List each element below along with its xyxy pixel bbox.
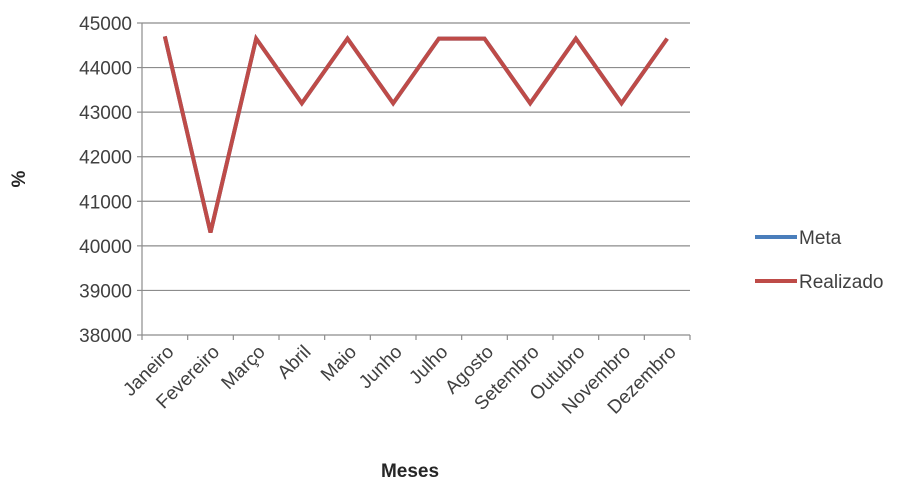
x-tick-label-junho: Junho bbox=[355, 342, 406, 393]
series-lines bbox=[162, 33, 669, 233]
legend-item-meta: Meta bbox=[755, 228, 842, 249]
x-tick-label-abril: Abril bbox=[274, 342, 316, 384]
y-tick-label: 43000 bbox=[79, 103, 132, 124]
axes bbox=[137, 22, 691, 340]
y-tick-label: 42000 bbox=[79, 148, 132, 169]
y-tick-label: 41000 bbox=[79, 192, 132, 213]
x-axis-title: Meses bbox=[381, 461, 439, 482]
y-tick-label: 38000 bbox=[79, 326, 132, 347]
legend-label-realizado: Realizado bbox=[799, 272, 884, 293]
y-tick-label: 44000 bbox=[79, 59, 132, 80]
legend-label-meta: Meta bbox=[799, 228, 842, 249]
y-tick-label: 45000 bbox=[79, 14, 132, 35]
series-line-meta bbox=[162, 33, 669, 233]
legend-item-realizado: Realizado bbox=[755, 272, 884, 293]
y-tick-label: 40000 bbox=[79, 237, 132, 258]
grid-lines bbox=[142, 22, 690, 292]
y-tick-labels: 38000 39000 40000 41000 42000 43000 44000 45000 bbox=[79, 14, 132, 347]
x-tick-label-maio: Maio bbox=[317, 342, 361, 386]
y-tick-label: 39000 bbox=[79, 281, 132, 302]
legend: Meta Realizado bbox=[755, 228, 884, 293]
y-axis-title: % bbox=[9, 170, 30, 187]
x-tick-label-marco: Março bbox=[218, 342, 270, 394]
series-line-realizado bbox=[162, 33, 669, 233]
